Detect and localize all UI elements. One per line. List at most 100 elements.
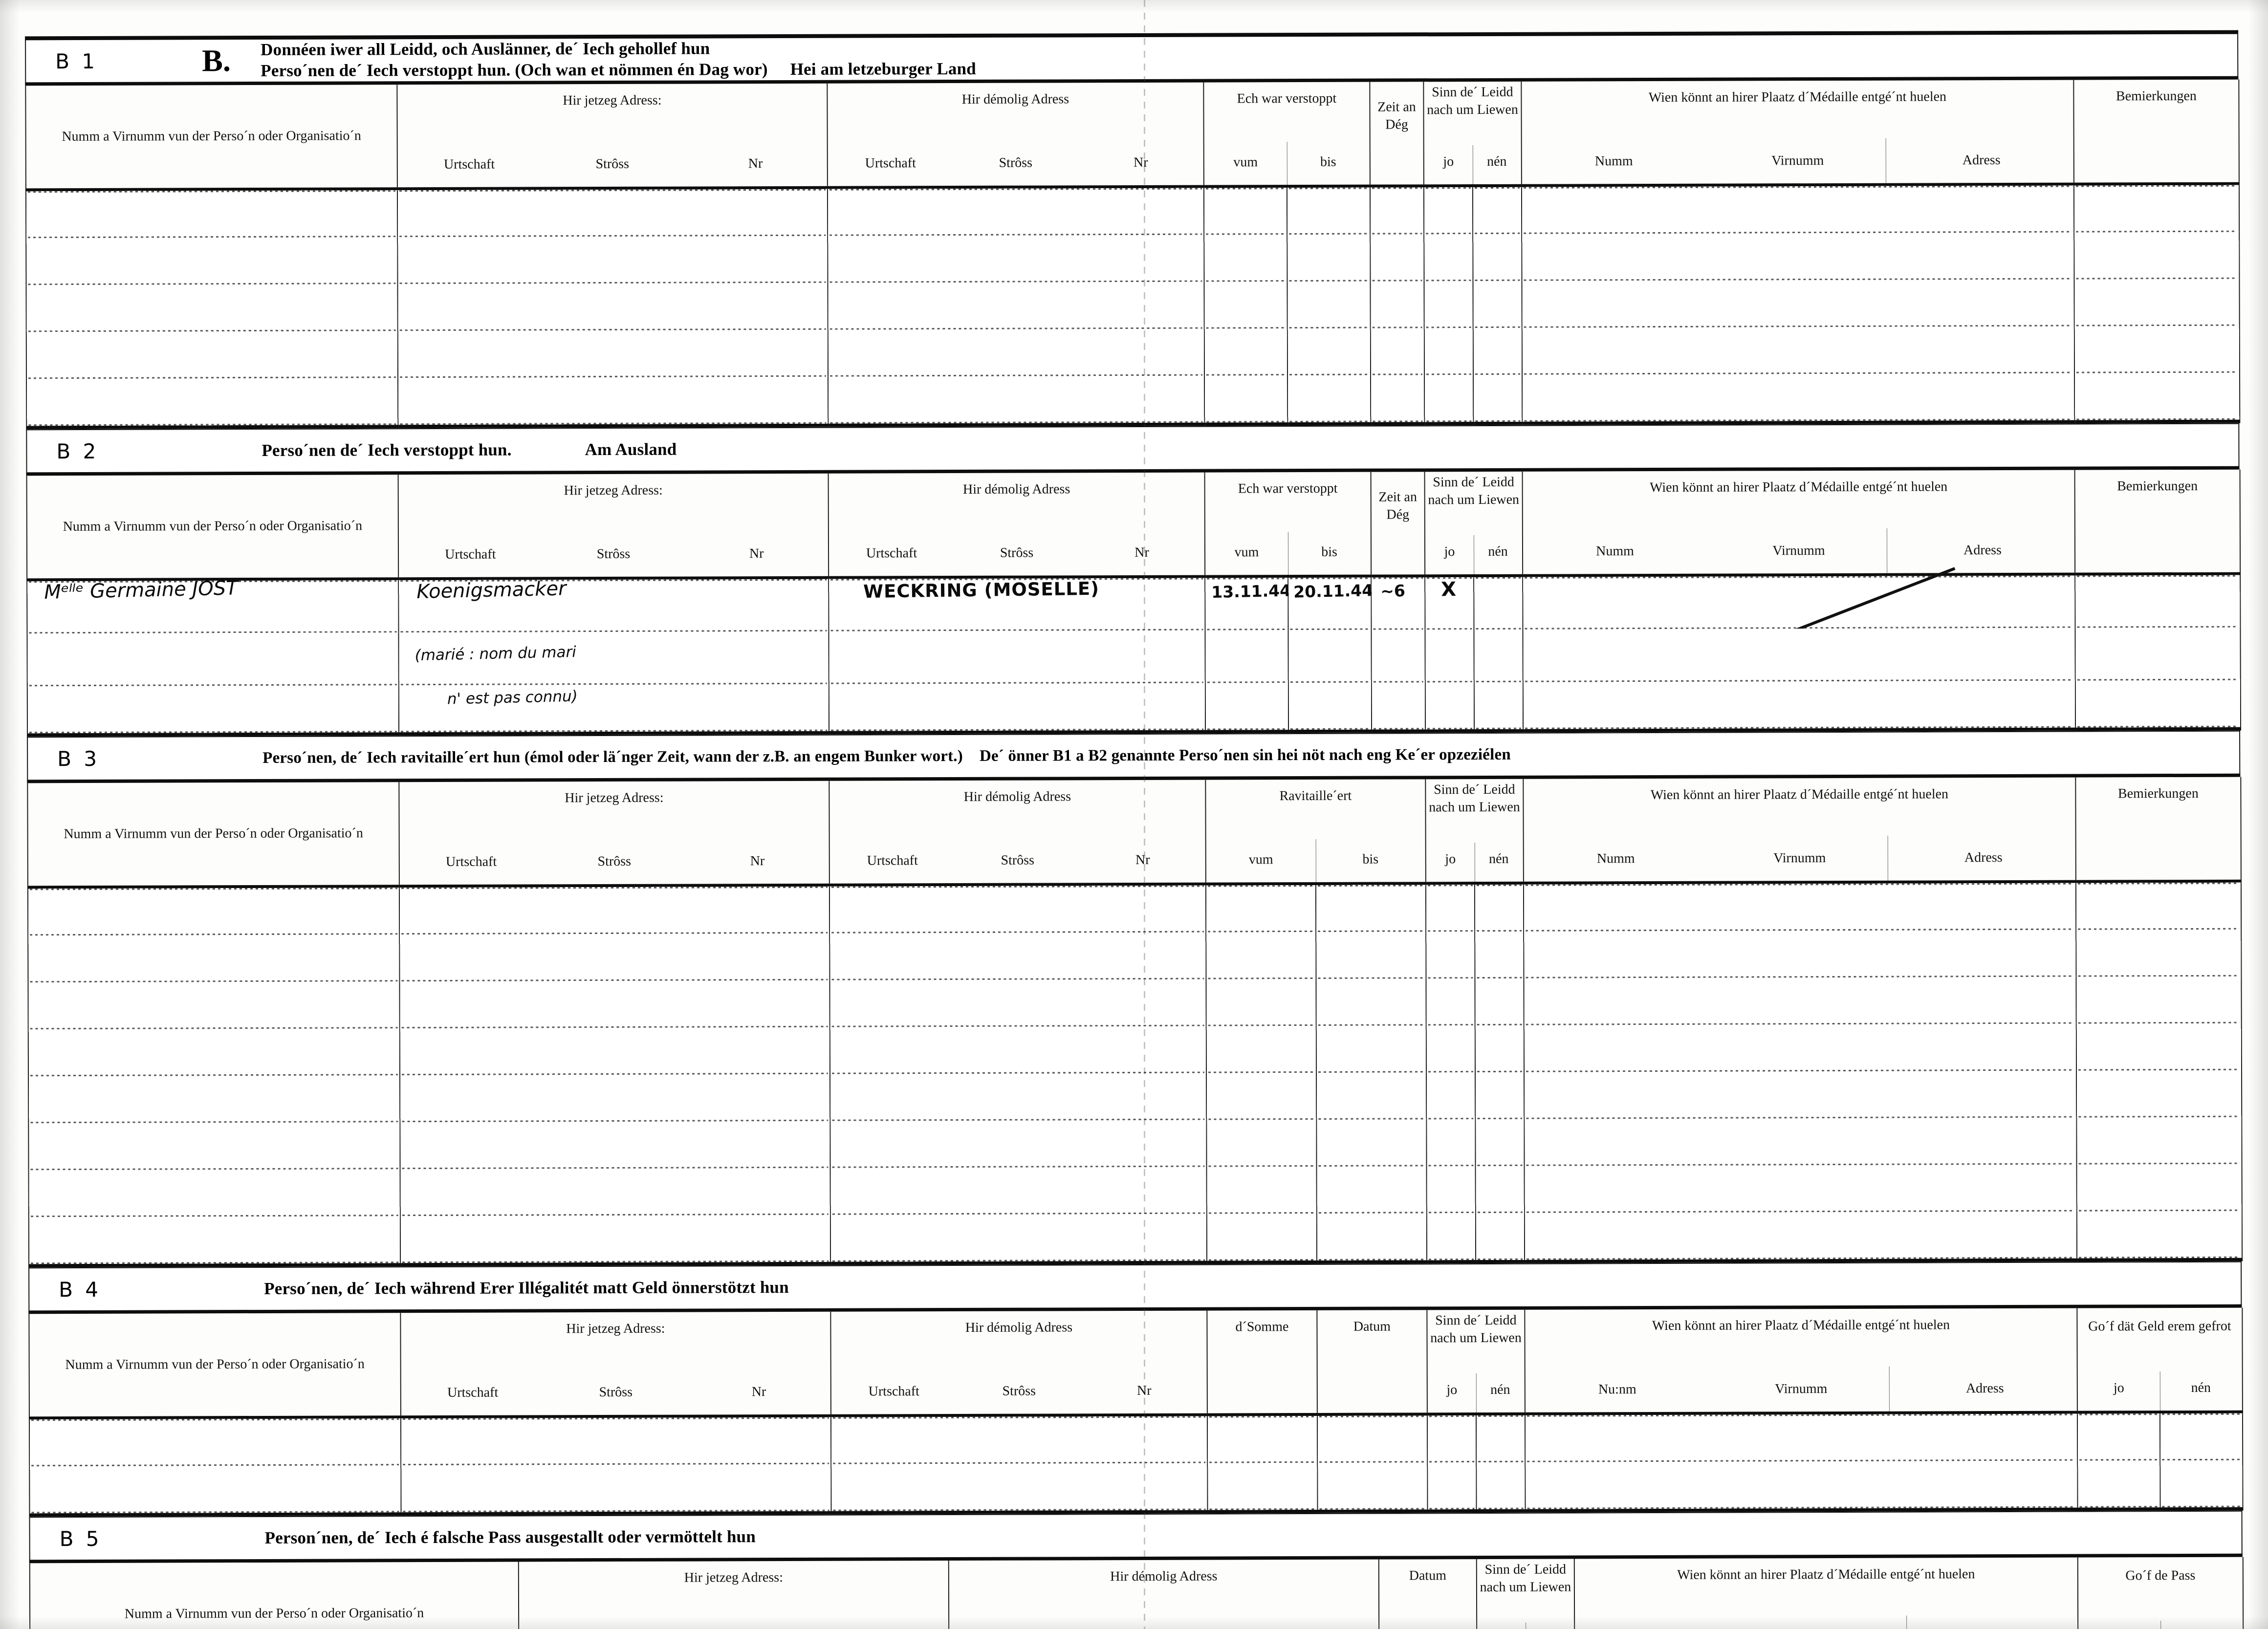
cell[interactable]: [397, 329, 829, 378]
table-row[interactable]: [28, 1023, 2242, 1077]
cell-entry-alive-nen[interactable]: [1474, 575, 1523, 630]
cell[interactable]: [1205, 630, 1288, 683]
cell[interactable]: [1207, 1462, 1318, 1512]
cell[interactable]: [1425, 883, 1475, 932]
cell[interactable]: [1476, 1413, 1526, 1463]
cell[interactable]: [1426, 1213, 1476, 1262]
cell[interactable]: [1525, 1412, 2078, 1462]
table-row[interactable]: [28, 1211, 2243, 1266]
cell[interactable]: [1316, 1119, 1427, 1167]
cell[interactable]: [25, 189, 398, 239]
cell[interactable]: [27, 632, 399, 687]
cell[interactable]: [1287, 186, 1371, 235]
cell[interactable]: [1287, 375, 1371, 424]
table-row[interactable]: [28, 1117, 2242, 1171]
cell[interactable]: [1370, 186, 1424, 235]
cell[interactable]: [830, 1214, 1207, 1264]
cell[interactable]: [1207, 1414, 1318, 1463]
cell[interactable]: [28, 981, 400, 1030]
cell[interactable]: [2074, 326, 2240, 373]
cell[interactable]: [1424, 281, 1473, 328]
cell[interactable]: [1524, 977, 2076, 1025]
cell[interactable]: [1206, 1072, 1317, 1120]
cell[interactable]: [1287, 281, 1371, 329]
cell-entry-from[interactable]: 13.11.44: [1205, 576, 1291, 630]
cell[interactable]: [1424, 234, 1473, 282]
table-row[interactable]: [26, 232, 2240, 285]
cell[interactable]: [1206, 1213, 1317, 1263]
cell[interactable]: [1427, 1462, 1477, 1511]
cell-entry-name[interactable]: Mᵉˡˡᵉ Germaine JOST: [27, 577, 399, 634]
cell[interactable]: [1522, 373, 2075, 424]
cell[interactable]: [399, 980, 830, 1029]
cell[interactable]: [1424, 375, 1474, 424]
cell[interactable]: [1316, 1213, 1427, 1262]
cell[interactable]: [28, 934, 400, 983]
cell[interactable]: [1371, 375, 1425, 424]
cell[interactable]: [1206, 1119, 1317, 1167]
cell[interactable]: [1475, 931, 1524, 979]
cell[interactable]: [1472, 185, 1522, 235]
cell[interactable]: [1523, 680, 2076, 731]
table-row[interactable]: [28, 1164, 2242, 1217]
cell[interactable]: [1423, 186, 1473, 235]
cell[interactable]: [1206, 1025, 1316, 1073]
cell[interactable]: [399, 885, 830, 935]
table-row[interactable]: [26, 372, 2240, 428]
cell[interactable]: [1316, 1166, 1427, 1214]
cell[interactable]: [2076, 1211, 2243, 1260]
cell[interactable]: [828, 375, 1205, 426]
cell[interactable]: [29, 1465, 401, 1515]
cell[interactable]: [1475, 1166, 1525, 1214]
cell[interactable]: [1426, 1072, 1476, 1120]
cell[interactable]: [397, 282, 828, 331]
cell[interactable]: [1370, 328, 1425, 375]
cell[interactable]: [1204, 328, 1288, 376]
cell-entry-addr-now[interactable]: Koenigsmacker: [398, 577, 829, 633]
cell[interactable]: [1203, 186, 1287, 235]
cell[interactable]: [2073, 183, 2240, 233]
cell[interactable]: [1426, 1119, 1476, 1167]
cell[interactable]: [400, 1168, 830, 1216]
table-row[interactable]: [26, 326, 2240, 379]
cell[interactable]: [400, 1215, 831, 1265]
cell[interactable]: [397, 236, 828, 284]
cell[interactable]: [2075, 881, 2242, 930]
cell[interactable]: [1524, 1211, 2077, 1262]
cell[interactable]: [1473, 281, 1522, 328]
cell[interactable]: [1523, 628, 2075, 682]
cell[interactable]: [1475, 1213, 1525, 1262]
cell[interactable]: [1204, 282, 1287, 329]
cell[interactable]: [1475, 978, 1524, 1026]
cell[interactable]: [399, 933, 830, 982]
cell[interactable]: [1521, 184, 2074, 234]
cell[interactable]: [2160, 1460, 2243, 1509]
cell[interactable]: [1371, 630, 1425, 683]
cell[interactable]: [830, 1167, 1207, 1215]
cell[interactable]: [2076, 1164, 2242, 1212]
cell[interactable]: [1426, 978, 1475, 1026]
cell[interactable]: [26, 331, 398, 379]
cell[interactable]: [1288, 682, 1372, 732]
cell[interactable]: [1287, 234, 1371, 282]
cell[interactable]: [2075, 627, 2241, 681]
cell[interactable]: [828, 282, 1204, 330]
cell[interactable]: [28, 1028, 400, 1077]
cell[interactable]: [398, 376, 829, 427]
cell[interactable]: [1204, 235, 1287, 282]
cell[interactable]: [1287, 328, 1371, 376]
cell[interactable]: [1476, 1462, 1526, 1511]
cell[interactable]: [828, 235, 1204, 283]
cell[interactable]: [829, 979, 1206, 1027]
table-row[interactable]: [29, 1460, 2243, 1515]
cell[interactable]: [1522, 232, 2074, 281]
cell[interactable]: [1474, 883, 1524, 932]
cell[interactable]: [400, 1415, 831, 1466]
cell[interactable]: [28, 1122, 400, 1171]
cell[interactable]: [1204, 375, 1288, 425]
cell-entry-addr-then[interactable]: WECKRING (MOSELLE): [829, 576, 1205, 631]
cell[interactable]: [28, 1169, 400, 1217]
cell[interactable]: [1522, 279, 2074, 328]
cell[interactable]: [27, 886, 400, 936]
cell[interactable]: [2076, 1117, 2242, 1165]
